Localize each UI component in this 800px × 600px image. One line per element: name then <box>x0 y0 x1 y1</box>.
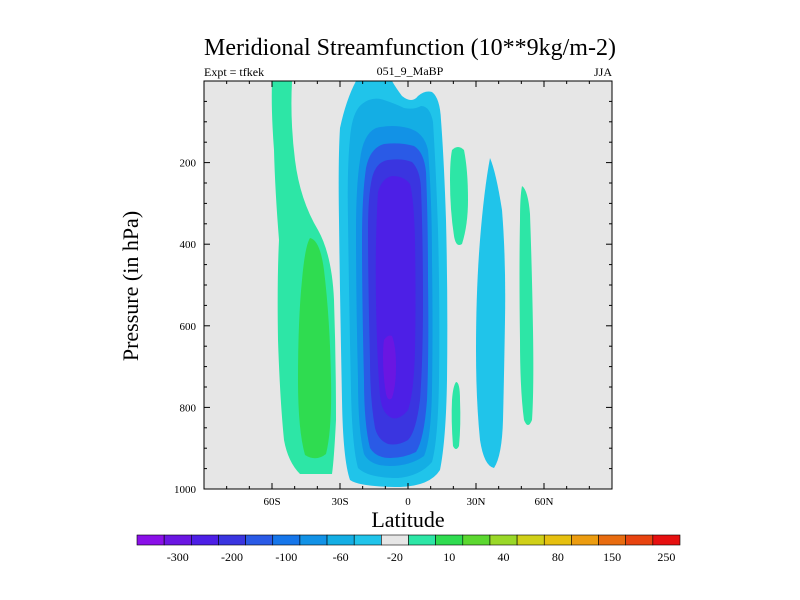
x-axis: 60S 30S 0 30N 60N <box>226 81 590 508</box>
y-tick-label: 400 <box>180 239 197 251</box>
colorbar-swatch <box>435 534 464 546</box>
colorbar-label: 10 <box>443 550 455 564</box>
colorbar-label: 150 <box>603 550 621 564</box>
colorbar-swatch <box>326 534 355 546</box>
y-axis-label: Pressure (in hPa) <box>118 211 143 361</box>
y-axis: 200 400 600 800 1000 <box>174 100 612 496</box>
colorbar-swatch <box>543 534 572 546</box>
colorbar-swatch <box>489 534 518 546</box>
colorbar-swatch <box>136 534 165 546</box>
x-tick-label: 30S <box>331 496 348 508</box>
colorbar-swatch <box>462 534 491 546</box>
nh-positive-band-lower <box>451 382 461 449</box>
y-tick-label: 200 <box>180 158 197 170</box>
experiment-label: Expt = tfkek <box>204 65 264 79</box>
colorbar-swatch <box>245 534 274 546</box>
nh-positive-band-upper <box>450 147 468 245</box>
case-label: 051_9_MaBP <box>377 64 444 78</box>
x-tick-label: 60N <box>535 496 554 508</box>
chart-title: Meridional Streamfunction (10**9kg/m-2) <box>204 35 616 61</box>
colorbar-label: -20 <box>387 550 403 564</box>
colorbar-label: 40 <box>498 550 510 564</box>
colorbar-swatch <box>272 534 301 546</box>
colorbar-label: -60 <box>333 550 349 564</box>
colorbar-label: -300 <box>167 550 189 564</box>
season-label: JJA <box>594 65 612 79</box>
colorbar-swatch <box>516 534 545 546</box>
nh-midlat-positive-band <box>519 186 534 425</box>
x-tick-label: 60S <box>263 496 280 508</box>
plot-area <box>203 80 613 490</box>
colorbar-swatch <box>381 534 409 546</box>
y-tick-label: 600 <box>180 321 197 333</box>
x-axis-label: Latitude <box>371 507 444 532</box>
colorbar: -300 -200 -100 -60 -20 10 40 80 150 250 <box>136 534 681 564</box>
colorbar-label: -200 <box>221 550 243 564</box>
x-tick-label: 0 <box>405 496 411 508</box>
x-tick-label: 30N <box>467 496 486 508</box>
colorbar-swatch <box>353 534 382 546</box>
colorbar-swatch <box>625 534 654 546</box>
colorbar-swatch <box>571 534 599 546</box>
colorbar-label: -100 <box>275 550 297 564</box>
colorbar-label: 250 <box>657 550 675 564</box>
colorbar-swatch <box>408 534 436 546</box>
colorbar-swatch <box>299 534 328 546</box>
hadley-minimum <box>383 335 396 400</box>
colorbar-label: 80 <box>552 550 564 564</box>
nh-negative-cell <box>476 158 506 468</box>
y-tick-label: 800 <box>180 402 197 414</box>
colorbar-swatch <box>598 534 626 546</box>
colorbar-swatch <box>191 534 219 546</box>
colorbar-swatch <box>163 534 192 546</box>
y-tick-label: 1000 <box>174 484 197 496</box>
hadley-core <box>375 176 416 419</box>
colorbar-swatch <box>218 534 246 546</box>
colorbar-swatch <box>652 534 681 546</box>
sh-positive-core <box>298 238 332 459</box>
